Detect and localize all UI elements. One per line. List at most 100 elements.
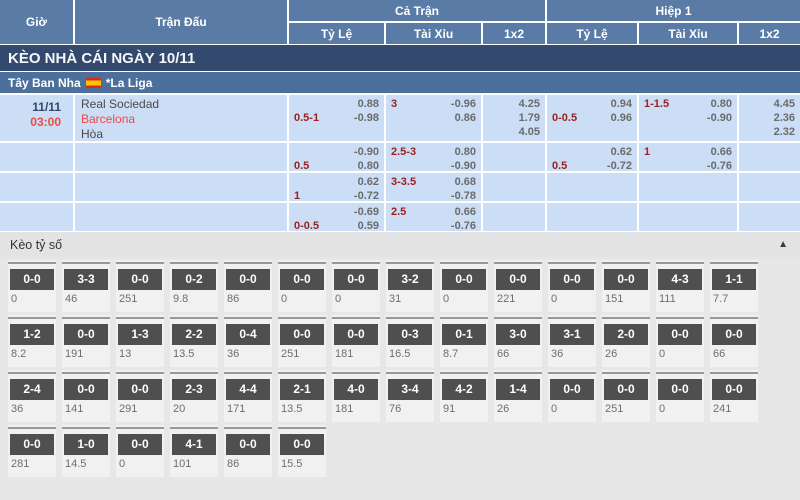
score-cell: 3-3 46 bbox=[62, 260, 110, 312]
score-chip[interactable]: 1-1 bbox=[712, 269, 756, 290]
score-chip[interactable]: 0-0 bbox=[550, 379, 594, 400]
score-chip[interactable]: 1-0 bbox=[64, 434, 108, 455]
score-cell: 0-0 0 bbox=[116, 425, 164, 477]
odds-cell[interactable]: 0.88 0.5-1 -0.98 bbox=[289, 95, 384, 141]
score-chip[interactable]: 2-4 bbox=[10, 379, 54, 400]
row-separator bbox=[440, 262, 488, 264]
column-header-full-time: Cả Trận bbox=[289, 0, 545, 21]
score-chip[interactable]: 0-0 bbox=[118, 434, 162, 455]
score-chip[interactable]: 0-0 bbox=[10, 269, 54, 290]
score-chip[interactable]: 0-0 bbox=[334, 324, 378, 345]
score-chip[interactable]: 4-4 bbox=[226, 379, 270, 400]
draw-label[interactable]: Hòa bbox=[81, 127, 104, 141]
odds-value: 0.68 bbox=[454, 176, 476, 188]
score-chip[interactable]: 3-1 bbox=[550, 324, 594, 345]
score-chip[interactable]: 0-0 bbox=[118, 269, 162, 290]
handicap-value: 2.5-3 bbox=[391, 146, 417, 158]
row-separator bbox=[548, 262, 596, 264]
score-chip[interactable]: 2-3 bbox=[172, 379, 216, 400]
score-chip[interactable]: 3-0 bbox=[496, 324, 540, 345]
score-cell: 0-0 0 bbox=[8, 260, 56, 312]
score-chip[interactable]: 0-0 bbox=[226, 434, 270, 455]
score-chip[interactable]: 0-0 bbox=[496, 269, 540, 290]
score-chip[interactable]: 0-0 bbox=[658, 324, 702, 345]
collapse-up-icon[interactable]: ▲ bbox=[778, 239, 788, 250]
score-chip[interactable]: 0-0 bbox=[550, 269, 594, 290]
score-chip[interactable]: 1-3 bbox=[118, 324, 162, 345]
league-bar[interactable]: Tây Ban Nha *La Liga bbox=[0, 72, 800, 93]
score-chip[interactable]: 1-4 bbox=[496, 379, 540, 400]
odds-cell[interactable]: -0.69 0-0.5 0.59 bbox=[289, 203, 384, 231]
score-chip[interactable]: 2-1 bbox=[280, 379, 324, 400]
score-chip[interactable]: 0-0 bbox=[64, 324, 108, 345]
score-odds-value: 76 bbox=[389, 403, 402, 415]
odds-cell[interactable]: 0.62 0.5 -0.72 bbox=[547, 143, 637, 171]
score-chip[interactable]: 3-3 bbox=[64, 269, 108, 290]
score-chip[interactable]: 0-0 bbox=[64, 379, 108, 400]
odds-cell[interactable]: 2.5-3 0.80 -0.90 bbox=[386, 143, 481, 171]
odds-cell[interactable]: 2.5 0.66 -0.76 bbox=[386, 203, 481, 231]
team-name[interactable]: Real Sociedad bbox=[81, 97, 160, 111]
odds-cell[interactable]: 3 -0.96 0.86 bbox=[386, 95, 481, 141]
odds-value: -0.76 bbox=[706, 160, 732, 171]
score-cell: 0-0 0 bbox=[548, 260, 596, 312]
score-chip[interactable]: 0-0 bbox=[712, 379, 756, 400]
column-header-time: Giờ bbox=[0, 0, 73, 44]
score-chip[interactable]: 0-0 bbox=[280, 324, 324, 345]
score-cell: 0-0 0 bbox=[440, 260, 488, 312]
row-separator bbox=[170, 262, 218, 264]
score-chip[interactable]: 0-0 bbox=[442, 269, 486, 290]
row-separator bbox=[278, 317, 326, 319]
score-chip[interactable]: 0-4 bbox=[226, 324, 270, 345]
odds-cell[interactable]: 4.25 1.79 4.05 bbox=[483, 95, 545, 141]
score-chip[interactable]: 0-0 bbox=[10, 434, 54, 455]
score-chip[interactable]: 0-0 bbox=[658, 379, 702, 400]
score-cell: 3-1 36 bbox=[548, 315, 596, 367]
odds-cell[interactable]: 3-3.5 0.68 -0.78 bbox=[386, 173, 481, 201]
score-cell: 0-0 0 bbox=[656, 370, 704, 422]
score-chip[interactable]: 0-0 bbox=[280, 434, 324, 455]
score-chip[interactable]: 0-0 bbox=[604, 379, 648, 400]
score-chip[interactable]: 0-2 bbox=[172, 269, 216, 290]
odds-cell[interactable]: 0.94 0-0.5 0.96 bbox=[547, 95, 637, 141]
row-separator bbox=[116, 372, 164, 374]
score-odds-value: 13.5 bbox=[173, 348, 195, 360]
score-cell: 0-0 251 bbox=[278, 315, 326, 367]
score-chip[interactable]: 4-2 bbox=[442, 379, 486, 400]
date-banner: KÈO NHÀ CÁI NGÀY 10/11 bbox=[0, 45, 800, 71]
score-chip[interactable]: 0-3 bbox=[388, 324, 432, 345]
score-chip[interactable]: 4-1 bbox=[172, 434, 216, 455]
odds-cell[interactable]: 1-1.5 0.80 -0.90 bbox=[639, 95, 737, 141]
score-odds-value: 46 bbox=[65, 293, 78, 305]
score-chip[interactable]: 1-2 bbox=[10, 324, 54, 345]
score-chip[interactable]: 0-1 bbox=[442, 324, 486, 345]
odds-cell[interactable]: -0.90 0.5 0.80 bbox=[289, 143, 384, 171]
score-chip[interactable]: 4-3 bbox=[658, 269, 702, 290]
odds-cell[interactable]: 0.62 1 -0.72 bbox=[289, 173, 384, 201]
score-odds-value: 36 bbox=[227, 348, 240, 360]
score-chip[interactable]: 0-0 bbox=[334, 269, 378, 290]
score-chip[interactable]: 4-0 bbox=[334, 379, 378, 400]
score-odds-value: 13 bbox=[119, 348, 132, 360]
score-chip[interactable]: 3-4 bbox=[388, 379, 432, 400]
score-chip[interactable]: 3-2 bbox=[388, 269, 432, 290]
score-cell: 4-3 111 bbox=[656, 260, 704, 312]
row-separator bbox=[602, 262, 650, 264]
score-section-header[interactable]: Kèo tỷ số ▲ bbox=[0, 231, 800, 257]
score-chip[interactable]: 0-0 bbox=[604, 269, 648, 290]
score-odds-value: 171 bbox=[227, 403, 246, 415]
odds-cell bbox=[639, 203, 737, 231]
score-chip[interactable]: 0-0 bbox=[712, 324, 756, 345]
score-chip[interactable]: 0-0 bbox=[280, 269, 324, 290]
score-odds-value: 0 bbox=[659, 348, 666, 360]
odds-cell[interactable]: 4.45 2.36 2.32 bbox=[739, 95, 800, 141]
score-odds-value: 281 bbox=[11, 458, 30, 470]
odds-value: 0.80 bbox=[357, 160, 379, 171]
score-chip[interactable]: 0-0 bbox=[118, 379, 162, 400]
score-chip[interactable]: 2-0 bbox=[604, 324, 648, 345]
team-name[interactable]: Barcelona bbox=[81, 112, 136, 126]
score-chip[interactable]: 0-0 bbox=[226, 269, 270, 290]
score-chip[interactable]: 2-2 bbox=[172, 324, 216, 345]
match-teams-cell[interactable]: Real Sociedad Barcelona Hòa bbox=[75, 95, 287, 141]
odds-cell[interactable]: 1 0.66 -0.76 bbox=[639, 143, 737, 171]
